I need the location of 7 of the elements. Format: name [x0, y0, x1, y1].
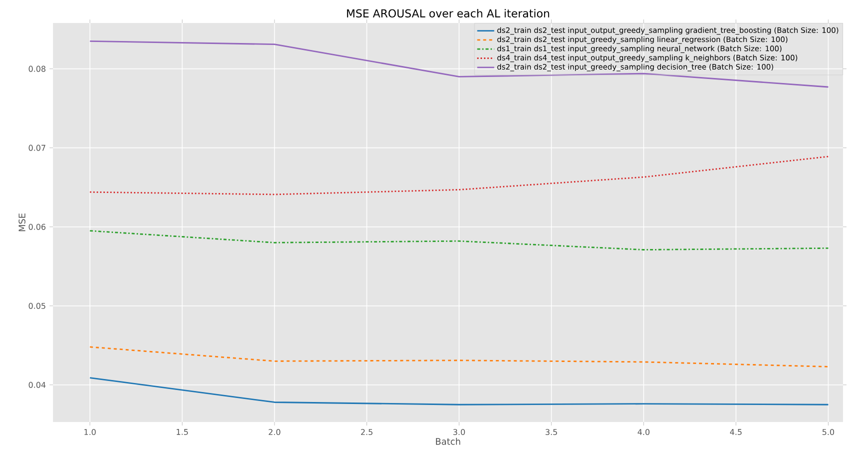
- x-axis-title: Batch: [436, 438, 460, 445]
- line-series: [89, 230, 829, 250]
- line-series: [89, 156, 829, 196]
- line-series: [89, 346, 829, 368]
- line-series: [89, 377, 829, 406]
- chart-title: MSE AROUSAL over each AL iteration: [347, 9, 550, 18]
- y-axis-title: MSE: [18, 214, 26, 232]
